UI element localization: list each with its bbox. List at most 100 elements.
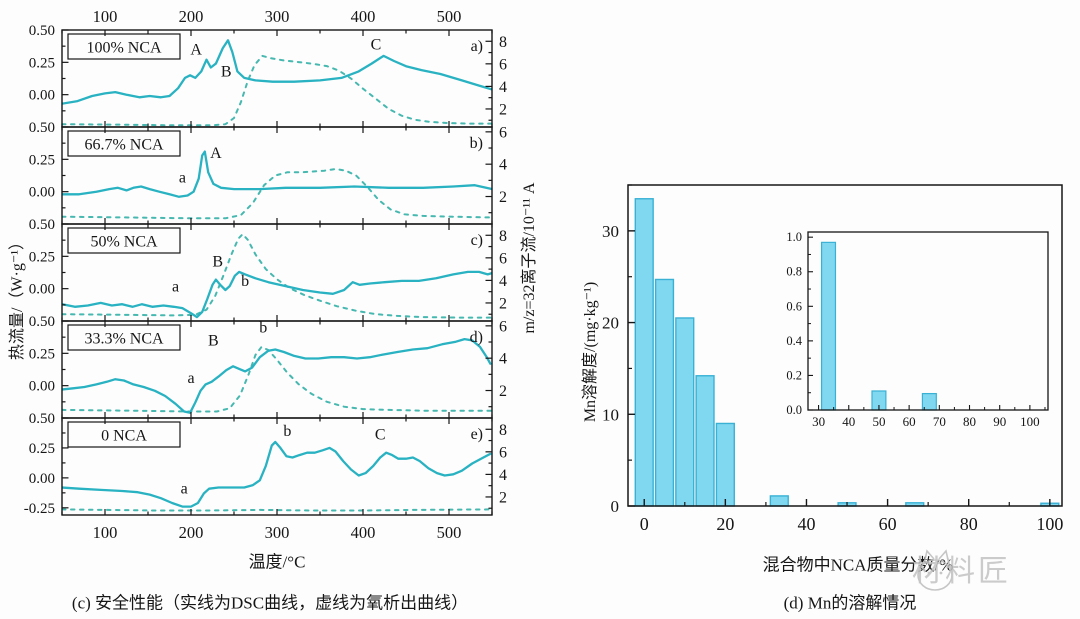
peak-label-A: A	[210, 145, 222, 162]
svg-text:0.25: 0.25	[29, 346, 55, 362]
mn-dissolution-plot: 0 10 20 30 0 20 40 60 80 100 0.0 0.2 0.4 0.6 0.8 1.0 30 4…	[602, 184, 1063, 534]
svg-text:70: 70	[933, 414, 946, 429]
svg-text:500: 500	[437, 523, 462, 542]
dsc-panel-b: 0.50 0.25 0.00 2 4 6 66.7% NCA b) a A	[29, 120, 507, 225]
watermark-logo	[917, 549, 953, 591]
peak-label-C: C	[375, 427, 386, 444]
peak-label-a: a	[187, 370, 194, 387]
svg-text:20: 20	[602, 314, 619, 333]
dsc-curve	[62, 337, 492, 414]
peak-label-b: b	[283, 423, 291, 440]
panel-label-box	[67, 227, 181, 254]
panel-label: 33.3% NCA	[84, 331, 164, 348]
mn-bar	[675, 317, 695, 507]
svg-text:40: 40	[797, 514, 815, 534]
peak-label-B: B	[208, 333, 219, 350]
svg-text:0.00: 0.00	[29, 282, 55, 298]
peak-label-a: a	[179, 170, 186, 187]
mn-bar	[634, 198, 654, 507]
svg-text:0.25: 0.25	[29, 441, 55, 457]
dsc-panel-e: 0.50 0.25 0.00 -0.25 2 4 6 8 0 NCA e) a b C	[24, 411, 507, 517]
panel-corner-letter: d)	[470, 329, 483, 346]
svg-text:0.25: 0.25	[29, 249, 55, 265]
panel-label: 100% NCA	[86, 40, 162, 57]
svg-text:200: 200	[179, 7, 204, 26]
panel-label-box	[67, 33, 181, 60]
dsc-curve	[62, 39, 492, 105]
svg-text:2: 2	[499, 101, 507, 118]
svg-text:8: 8	[499, 34, 507, 51]
panel-label-box	[67, 130, 181, 157]
svg-text:4: 4	[499, 273, 507, 290]
svg-text:0.8: 0.8	[786, 265, 802, 279]
svg-text:0.00: 0.00	[29, 379, 55, 395]
svg-text:100: 100	[93, 523, 118, 542]
svg-text:80: 80	[960, 514, 978, 534]
svg-text:0.00: 0.00	[29, 471, 55, 487]
svg-text:1.0: 1.0	[786, 230, 802, 244]
peak-label-B: B	[221, 64, 232, 81]
caption-safety: (c) 安全性能（实线为DSC曲线，虚线为氧析出曲线）	[71, 593, 469, 613]
svg-text:10: 10	[602, 405, 619, 424]
peak-label-C: C	[371, 36, 382, 53]
svg-text:4: 4	[499, 79, 507, 96]
peak-label-a: a	[172, 278, 179, 295]
svg-text:90: 90	[993, 414, 1006, 429]
svg-text:0: 0	[640, 514, 649, 534]
svg-text:2: 2	[499, 489, 507, 506]
svg-text:2: 2	[499, 383, 507, 400]
svg-text:0.4: 0.4	[786, 334, 802, 348]
svg-text:300: 300	[265, 523, 290, 542]
o2-evolution-curve	[62, 54, 492, 127]
svg-text:30: 30	[602, 222, 619, 241]
mn-bar	[695, 375, 715, 507]
svg-text:0.00: 0.00	[29, 185, 55, 201]
mn-bar	[715, 422, 735, 507]
panel-label: 50% NCA	[90, 234, 158, 251]
mn-bar	[769, 495, 789, 507]
peak-label-B: B	[212, 254, 223, 271]
dsc-curve	[62, 440, 492, 508]
watermark: 材料匠	[912, 546, 1011, 591]
svg-text:20: 20	[716, 514, 734, 534]
panel-label: 66.7% NCA	[84, 137, 164, 154]
dsc-curve	[62, 270, 492, 319]
svg-text:200: 200	[179, 523, 204, 542]
svg-text:6: 6	[499, 318, 507, 335]
svg-text:6: 6	[499, 124, 507, 141]
svg-text:0.50: 0.50	[29, 411, 55, 427]
svg-text:4: 4	[499, 351, 507, 368]
svg-text:4: 4	[499, 467, 507, 484]
dsc-x-axis-title: 温度/°C	[248, 552, 306, 572]
svg-text:0.00: 0.00	[29, 88, 55, 104]
svg-text:30: 30	[812, 414, 825, 429]
svg-text:6: 6	[499, 56, 507, 73]
svg-text:100: 100	[1036, 514, 1063, 534]
dsc-panel-c: 0.50 0.25 0.00 2 4 6 8 50% NCA c) a Bb	[29, 217, 507, 322]
svg-text:2: 2	[499, 295, 507, 312]
peak-label-b: b	[241, 273, 249, 290]
o2-evolution-curve	[62, 232, 492, 319]
dsc-y-left-axis-title: 热流量/（W·g⁻¹）	[9, 233, 26, 361]
caption-mn-dissolution: (d) Mn的溶解情况	[783, 593, 917, 613]
panel-corner-letter: c)	[471, 232, 483, 249]
svg-text:0.25: 0.25	[29, 152, 55, 168]
svg-text:0.0: 0.0	[786, 403, 802, 417]
dsc-stacked-plot: 0.50 0.25 0.00 2 4 6 8 100% NCA a) A B C 0.50 0.25 0.0…	[24, 7, 507, 542]
svg-text:500: 500	[437, 7, 462, 26]
svg-text:400: 400	[351, 7, 376, 26]
o2-evolution-curve	[62, 167, 492, 220]
mn-bar	[654, 278, 675, 507]
svg-text:0.25: 0.25	[29, 55, 55, 71]
svg-text:0.50: 0.50	[29, 23, 55, 39]
o2-evolution-curve	[62, 345, 492, 413]
svg-text:4: 4	[499, 157, 507, 174]
svg-text:300: 300	[265, 7, 290, 26]
panel-label-box	[67, 421, 181, 448]
plot-frame	[627, 184, 1063, 507]
panel-corner-letter: a)	[471, 38, 483, 55]
svg-text:0.50: 0.50	[29, 314, 55, 330]
dsc-curve	[62, 150, 492, 198]
svg-text:0: 0	[611, 497, 620, 516]
